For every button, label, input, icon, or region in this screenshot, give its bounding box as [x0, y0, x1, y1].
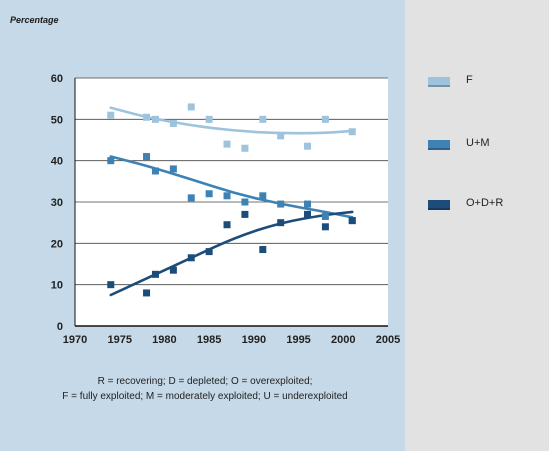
point-u-m-1996 — [304, 200, 312, 208]
point-o-d-r-1998 — [321, 223, 329, 231]
point-f-1989 — [241, 144, 249, 152]
point-f-1987 — [223, 140, 231, 148]
point-f-1998 — [321, 115, 329, 123]
point-f-1978 — [143, 113, 151, 121]
point-u-m-1993 — [277, 200, 285, 208]
point-f-2001 — [348, 128, 356, 136]
point-f-1983 — [187, 103, 195, 111]
point-o-d-r-1991 — [259, 246, 267, 254]
point-u-m-1998 — [321, 212, 329, 220]
x-tick-1975: 1975 — [107, 334, 131, 346]
point-o-d-r-1989 — [241, 210, 249, 218]
x-tick-2000: 2000 — [331, 334, 355, 346]
point-f-1993 — [277, 132, 285, 140]
trend-line-o-d-r — [109, 210, 354, 297]
x-tick-1995: 1995 — [286, 334, 310, 346]
point-o-d-r-1993 — [277, 219, 285, 227]
point-u-m-1985 — [205, 190, 213, 198]
point-u-m-1979 — [151, 167, 159, 175]
y-tick-labels: 0 10 20 30 40 50 60 — [51, 73, 63, 333]
point-o-d-r-1987 — [223, 221, 231, 229]
x-tick-1990: 1990 — [242, 334, 266, 346]
note-line-2: F = fully exploited; M = moderately expl… — [62, 391, 348, 402]
legend-label-o-d-r: O+D+R — [466, 197, 504, 209]
y-tick-50: 50 — [51, 114, 63, 126]
legend-label-u-m: U+M — [466, 137, 490, 149]
y-axis-caption: Percentage — [10, 15, 59, 25]
point-f-1985 — [205, 115, 213, 123]
point-u-m-1983 — [187, 194, 195, 202]
point-o-d-r-1979 — [151, 270, 159, 278]
point-f-1996 — [304, 142, 312, 150]
point-f-1981 — [169, 119, 177, 127]
point-u-m-1974 — [107, 157, 115, 165]
y-tick-20: 20 — [51, 238, 63, 250]
point-o-d-r-1978 — [143, 289, 151, 297]
point-u-m-1989 — [241, 198, 249, 206]
y-tick-30: 30 — [51, 197, 63, 209]
point-f-1991 — [259, 115, 267, 123]
x-tick-2005: 2005 — [376, 334, 400, 346]
point-f-1979 — [151, 115, 159, 123]
point-u-m-1981 — [169, 165, 177, 173]
y-tick-60: 60 — [51, 73, 63, 85]
x-tick-1970: 1970 — [63, 334, 87, 346]
trend-lines — [109, 106, 354, 297]
point-u-m-1987 — [223, 192, 231, 200]
point-o-d-r-1983 — [187, 254, 195, 262]
point-u-m-1978 — [143, 153, 151, 161]
trend-line-f — [109, 106, 354, 135]
legend-label-f: F — [466, 74, 473, 86]
x-tick-labels: 1970 1975 1980 1985 1990 1995 2000 2005 — [63, 334, 400, 346]
abbreviation-note: R = recovering; D = depleted; O = overex… — [20, 374, 390, 404]
y-tick-10: 10 — [51, 280, 63, 292]
legend-swatch-o-d-r — [428, 200, 450, 210]
point-u-m-1991 — [259, 192, 267, 200]
point-o-d-r-1974 — [107, 281, 115, 289]
point-o-d-r-2001 — [348, 217, 356, 225]
point-o-d-r-1981 — [169, 266, 177, 274]
point-o-d-r-1996 — [304, 210, 312, 218]
y-tick-40: 40 — [51, 156, 63, 168]
y-tick-0: 0 — [57, 321, 63, 333]
gridlines — [75, 77, 388, 286]
x-tick-1985: 1985 — [197, 334, 221, 346]
legend-swatch-f — [428, 77, 450, 87]
legend-swatch-u-m — [428, 140, 450, 150]
point-o-d-r-1985 — [205, 248, 213, 256]
note-line-1: R = recovering; D = depleted; O = overex… — [97, 376, 313, 387]
x-tick-1980: 1980 — [152, 334, 176, 346]
point-f-1974 — [107, 111, 115, 119]
data-points — [107, 103, 356, 297]
